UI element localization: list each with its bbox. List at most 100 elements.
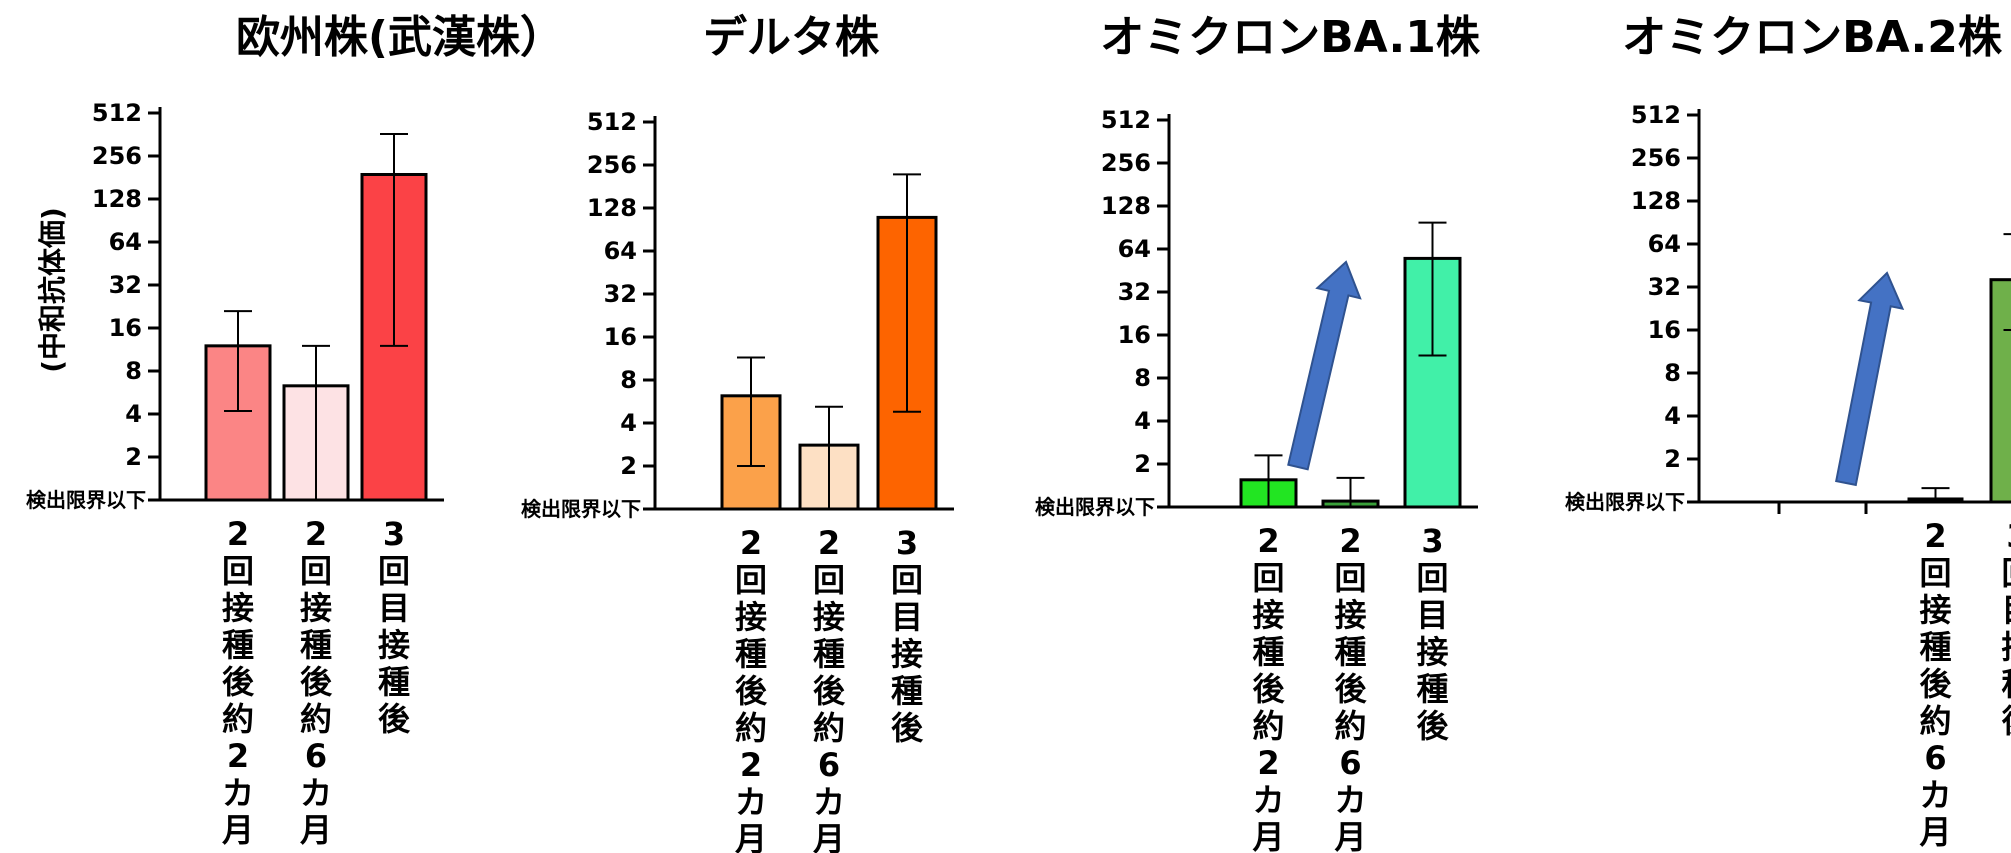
x-category-label: 約 xyxy=(1334,707,1366,745)
x-category-label: 6 xyxy=(305,737,327,775)
x-category-label: 回 xyxy=(735,561,767,599)
lod-label: 検出限界以下 xyxy=(26,488,146,512)
y-tick-label: 4 xyxy=(620,409,637,437)
x-category-label: 後 xyxy=(1416,707,1449,745)
x-category-label: 回 xyxy=(2001,554,2011,592)
x-category-label: 接 xyxy=(813,598,845,636)
x-category-label: カ xyxy=(1919,776,1951,814)
chart-panel-2: デルタ株512256128643216842検出限界以下2回接種後約2カ月2回接… xyxy=(521,12,954,853)
y-tick-label: 4 xyxy=(1664,402,1681,430)
y-tick-label: 16 xyxy=(1648,316,1681,344)
x-category-label: 6 xyxy=(1339,744,1361,782)
lod-label: 検出限界以下 xyxy=(1035,495,1155,519)
x-category-label: 月 xyxy=(222,811,254,849)
y-tick-label: 2 xyxy=(125,443,142,471)
chart-panel-3: オミクロンBA.1株512256128643216842検出限界以下2回接種後約… xyxy=(1035,12,1481,853)
y-tick-label: 512 xyxy=(92,99,142,127)
x-category-label: 回 xyxy=(300,552,332,590)
x-category-label: 接 xyxy=(1252,596,1284,634)
x-category-label: 2 xyxy=(1924,517,1946,555)
y-tick-label: 512 xyxy=(1101,106,1151,134)
x-category-label: 2 xyxy=(1257,522,1279,560)
x-category-label: 約 xyxy=(222,700,254,738)
x-category-label: カ xyxy=(222,774,254,812)
x-category-label: 回 xyxy=(891,561,923,599)
x-category-label: 回 xyxy=(813,561,845,599)
y-tick-label: 128 xyxy=(587,194,637,222)
x-category-label: 回 xyxy=(1252,559,1284,597)
y-tick-label: 256 xyxy=(1631,144,1681,172)
bar xyxy=(1989,278,2011,504)
chart-panel-1: 欧州株(武漢株）512256128643216842検出限界以下(中和抗体価)2… xyxy=(26,12,564,849)
x-category-label: 回 xyxy=(378,552,410,590)
y-tick-label: 128 xyxy=(1101,192,1151,220)
x-category-label: 接 xyxy=(1416,633,1448,671)
x-category-label: 目 xyxy=(378,589,410,627)
x-category-label: 約 xyxy=(300,700,332,738)
x-category-label: 種 xyxy=(735,635,767,673)
y-tick-label: 8 xyxy=(1664,359,1681,387)
x-category-label: カ xyxy=(735,783,767,821)
x-category-label: 3 xyxy=(896,524,918,562)
x-category-label: 接 xyxy=(300,589,332,627)
x-category-label: 後 xyxy=(300,663,333,701)
y-tick-label: 64 xyxy=(604,237,637,265)
x-category-label: 2 xyxy=(1339,522,1361,560)
y-tick-label: 16 xyxy=(1118,321,1151,349)
x-category-label: 月 xyxy=(735,820,767,853)
x-category-label: 種 xyxy=(300,626,332,664)
y-tick-label: 16 xyxy=(109,314,142,342)
x-category-label: 2 xyxy=(227,515,249,553)
x-category-label: 約 xyxy=(813,709,845,747)
x-category-label: 種 xyxy=(378,663,410,701)
y-tick-label: 2 xyxy=(620,452,637,480)
y-tick-label: 64 xyxy=(109,228,142,256)
y-tick-label: 4 xyxy=(1134,407,1151,435)
lod-label: 検出限界以下 xyxy=(1565,490,1685,514)
x-category-label: 後 xyxy=(813,672,846,710)
y-tick-label: 256 xyxy=(1101,149,1151,177)
y-tick-label: 32 xyxy=(1648,273,1681,301)
x-category-label: 接 xyxy=(1334,596,1366,634)
x-category-label: 目 xyxy=(2001,591,2011,629)
increase-arrow-icon xyxy=(1835,271,1905,487)
y-tick-label: 8 xyxy=(125,357,142,385)
x-category-label: 月 xyxy=(300,811,332,849)
x-category-label: 2 xyxy=(740,746,762,784)
x-category-label: 3 xyxy=(2006,517,2011,555)
x-category-label: 接 xyxy=(2001,628,2011,666)
y-tick-label: 2 xyxy=(1134,450,1151,478)
x-category-label: 回 xyxy=(1416,559,1448,597)
chart-title: オミクロンBA.1株 xyxy=(1100,12,1481,63)
x-category-label: 後 xyxy=(378,700,411,738)
x-category-label: 接 xyxy=(735,598,767,636)
y-tick-label: 4 xyxy=(125,400,142,428)
y-tick-label: 512 xyxy=(587,108,637,136)
y-tick-label: 16 xyxy=(604,323,637,351)
x-category-label: 約 xyxy=(735,709,767,747)
x-category-label: 約 xyxy=(1919,702,1951,740)
lod-label: 検出限界以下 xyxy=(521,497,641,521)
x-category-label: 後 xyxy=(1919,665,1952,703)
x-category-label: 2 xyxy=(740,524,762,562)
x-category-label: 種 xyxy=(1334,633,1366,671)
y-tick-label: 64 xyxy=(1118,235,1151,263)
x-category-label: 約 xyxy=(1252,707,1284,745)
x-category-label: 種 xyxy=(2001,665,2011,703)
x-category-label: 目 xyxy=(1416,596,1448,634)
x-category-label: 種 xyxy=(1416,670,1448,708)
x-category-label: 回 xyxy=(222,552,254,590)
y-tick-label: 2 xyxy=(1664,445,1681,473)
y-tick-label: 8 xyxy=(620,366,637,394)
x-category-label: 3 xyxy=(383,515,405,553)
x-category-label: 後 xyxy=(1252,670,1285,708)
y-tick-label: 256 xyxy=(92,142,142,170)
x-category-label: 種 xyxy=(1919,628,1951,666)
y-tick-label: 128 xyxy=(1631,187,1681,215)
x-category-label: カ xyxy=(1252,781,1284,819)
x-category-label: 2 xyxy=(305,515,327,553)
x-category-label: 接 xyxy=(222,589,254,627)
x-category-label: 2 xyxy=(1257,744,1279,782)
x-category-label: 後 xyxy=(891,709,924,747)
x-category-label: カ xyxy=(813,783,845,821)
